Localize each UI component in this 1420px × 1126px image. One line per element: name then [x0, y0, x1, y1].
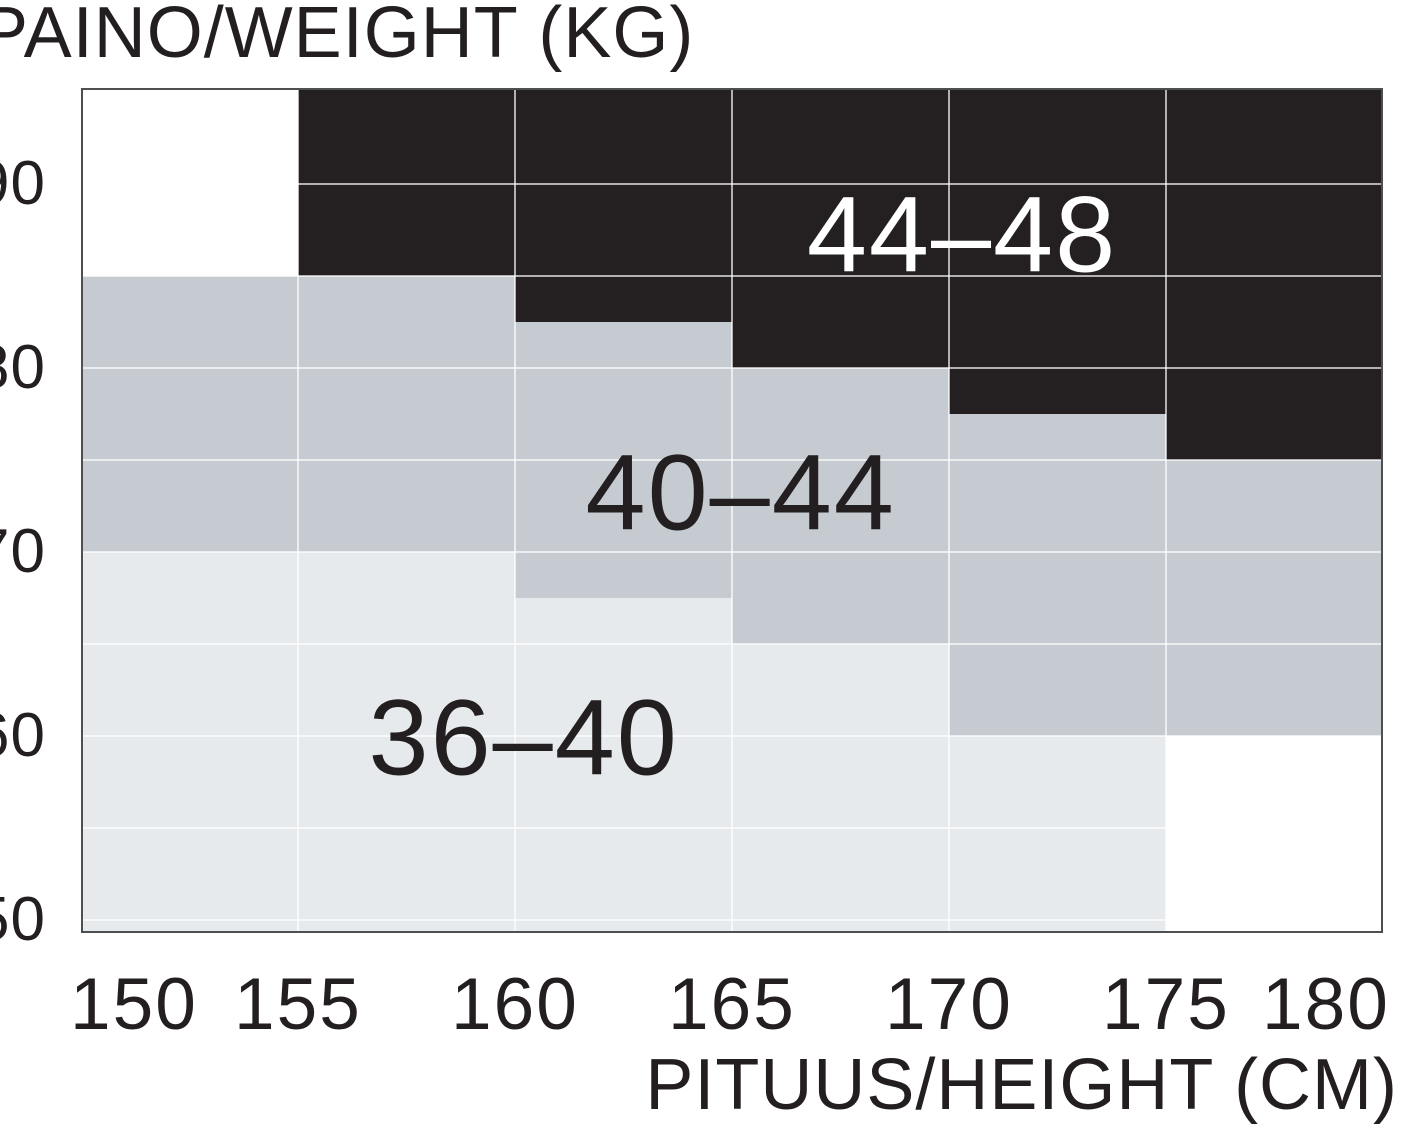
x-axis-title: PITUUS/HEIGHT (CM) [645, 1045, 1398, 1125]
cell-170-175cm-size-36–40 [949, 736, 1166, 933]
cell-165-170cm-size-44–48 [732, 88, 949, 368]
region-label-40-44: 40–44 [585, 431, 896, 553]
y-tick-70: 70 [0, 516, 46, 586]
cell-150-155cm-size-40–44 [81, 275, 298, 552]
region-label-36-40: 36–40 [368, 676, 679, 798]
cell-170-175cm-size-44–48 [949, 88, 1166, 414]
cell-160-165cm-size-44–48 [515, 88, 732, 322]
cell-160-165cm-size-36–40 [515, 597, 732, 933]
cell-170-175cm-size-40–44 [949, 413, 1166, 736]
cell-175-180cm-size-40–44 [1166, 459, 1383, 736]
y-tick-90: 90 [0, 148, 46, 218]
y-tick-50: 50 [0, 885, 46, 955]
cell-175-180cm-empty [1166, 736, 1383, 933]
x-tick-180: 180 [1262, 964, 1390, 1045]
plot-area: 44–48 40–44 36–40 [81, 88, 1383, 933]
cell-150-155cm-size-36–40 [81, 551, 298, 933]
cell-165-170cm-size-36–40 [732, 643, 949, 933]
y-axis-title: PAINO/WEIGHT (KG) [0, 0, 695, 73]
region-label-44-48: 44–48 [806, 173, 1118, 295]
cell-155-160cm-size-44–48 [298, 88, 515, 276]
x-tick-155: 155 [234, 964, 362, 1045]
y-tick-80: 80 [0, 332, 46, 402]
x-tick-165: 165 [668, 964, 796, 1045]
x-tick-160: 160 [451, 964, 579, 1045]
x-tick-175: 175 [1102, 964, 1230, 1045]
cell-155-160cm-size-36–40 [298, 551, 515, 933]
y-tick-60: 60 [0, 701, 46, 771]
cell-175-180cm-size-44–48 [1166, 88, 1383, 460]
cell-150-155cm-empty [81, 88, 298, 276]
cell-165-170cm-size-40–44 [732, 367, 949, 644]
x-tick-170: 170 [885, 964, 1013, 1045]
x-tick-150: 150 [70, 964, 198, 1045]
cell-155-160cm-size-40–44 [298, 275, 515, 552]
